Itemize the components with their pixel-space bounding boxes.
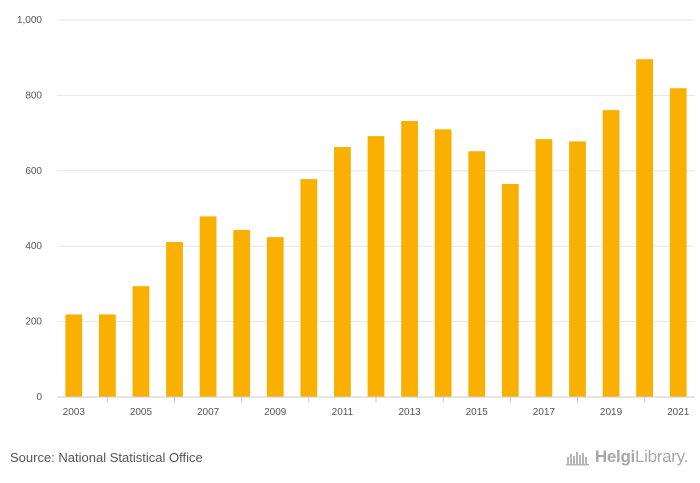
y-tick-label: 200	[25, 317, 42, 328]
bar-2014	[434, 129, 452, 397]
bar-2003	[65, 314, 83, 397]
bar-2018	[569, 141, 586, 397]
bar-2006	[166, 242, 183, 397]
x-tick-label-2005: 2005	[130, 407, 153, 418]
x-tick-label-2017: 2017	[533, 407, 556, 418]
x-tick-label-2015: 2015	[466, 407, 489, 418]
bar-2011	[334, 147, 351, 397]
bar-chart: 0 200 400 600 800 1,000 2003 2005 2007 2009 2011 20…	[17, 15, 695, 418]
bar-2010	[300, 179, 318, 397]
bar-2007	[199, 216, 217, 397]
x-tick-label-2003: 2003	[63, 407, 86, 418]
source-note: Source: National Statistical Office	[10, 450, 203, 465]
bar-2020	[636, 59, 654, 397]
brand-name-light: Library.	[634, 447, 688, 466]
x-tick-label-2007: 2007	[197, 407, 220, 418]
x-tick-label-2019: 2019	[600, 407, 623, 418]
y-tick-label: 1,000	[17, 15, 42, 26]
x-tick-label-2009: 2009	[264, 407, 287, 418]
x-tick-label-2013: 2013	[398, 407, 421, 418]
x-tick-label-2011: 2011	[332, 407, 354, 418]
bar-2019	[602, 110, 620, 397]
bar-2012	[367, 136, 385, 397]
helgi-library-logo: Helgi Library.	[565, 447, 688, 467]
chart-footer: Source: National Statistical Office Helg…	[0, 442, 700, 483]
brand-name-strong: Helgi	[594, 447, 635, 466]
library-logo-icon	[565, 452, 589, 466]
y-tick-label: 400	[25, 241, 42, 252]
bar-2016	[501, 183, 519, 397]
bar-2008	[233, 229, 251, 397]
bar-2017	[535, 139, 553, 397]
y-tick-label: 600	[25, 166, 42, 177]
y-tick-label: 800	[25, 90, 42, 101]
bar-2005	[132, 286, 150, 397]
bars	[65, 59, 687, 397]
bar-2009	[266, 237, 284, 397]
bar-2013	[401, 121, 418, 397]
bar-2004	[98, 314, 116, 397]
y-tick-label: 0	[36, 392, 42, 403]
axes: 0 200 400 600 800 1,000 2003 2005 2007 2009 2011 20…	[17, 15, 695, 418]
bar-2021	[669, 88, 687, 397]
bar-2015	[468, 151, 486, 397]
x-tick-label-2021: 2021	[667, 407, 690, 418]
